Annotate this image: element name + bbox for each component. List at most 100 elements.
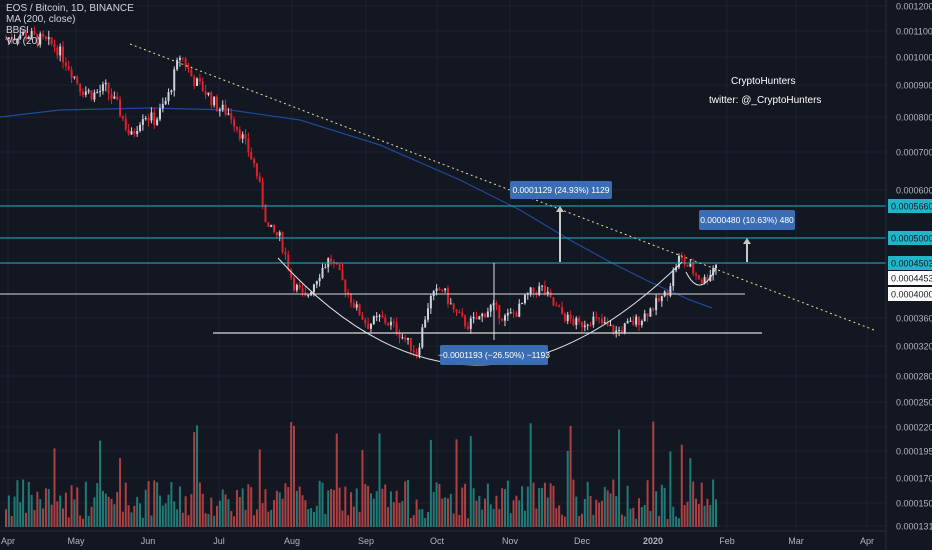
volume-bar <box>535 508 538 527</box>
price-tag <box>888 271 932 285</box>
candle-body <box>652 308 655 311</box>
volume-bar <box>330 488 333 527</box>
candle-body <box>372 316 375 324</box>
candle-body <box>398 333 401 339</box>
candle-body <box>267 222 270 227</box>
candle-body <box>59 46 62 56</box>
candle-body <box>344 279 347 293</box>
candle-body <box>646 313 649 317</box>
candle-body <box>392 321 395 323</box>
volume-bar <box>298 486 301 527</box>
candle-body <box>298 284 301 289</box>
volume-bar <box>700 482 703 527</box>
volume-bar <box>167 494 170 527</box>
volume-bar <box>444 497 447 527</box>
volume-bar <box>350 492 353 527</box>
candle-body <box>16 38 19 40</box>
candle-body <box>361 315 364 320</box>
candle-body <box>19 34 22 39</box>
time-axis: Apr May Jun Jul Aug Sep Oct Nov Dec 2020 Feb Mar Apr <box>0 530 886 546</box>
candle-body <box>469 318 472 329</box>
volume-bar <box>16 480 19 527</box>
volume-bar <box>347 515 350 527</box>
candle-body <box>133 131 136 134</box>
candle-body <box>603 322 606 324</box>
candle-body <box>444 288 447 291</box>
volume-bar <box>435 482 438 527</box>
candle-body <box>675 267 678 271</box>
volume-bar <box>352 506 355 527</box>
x-tick-label: Oct <box>430 536 445 546</box>
candle-body <box>509 312 512 314</box>
volume-bar <box>461 487 464 527</box>
volume-bar <box>458 514 461 527</box>
volume-bar <box>506 480 509 527</box>
candle-body <box>224 104 227 115</box>
volume-bar <box>523 510 526 527</box>
candle-body <box>196 78 199 87</box>
candle-body <box>190 69 193 77</box>
volume-bar <box>586 481 589 527</box>
candle-body <box>578 317 581 322</box>
candle-body <box>438 288 441 291</box>
price-tag-label: 0.0004453 <box>891 274 932 284</box>
volume-bar <box>672 506 675 527</box>
volume-bar <box>292 425 295 527</box>
candle-body <box>221 104 224 110</box>
candle-body <box>657 298 660 302</box>
candle-body <box>486 311 489 318</box>
volume-bar <box>438 484 441 527</box>
volume-bar <box>255 509 258 527</box>
candle-body <box>586 324 589 326</box>
candle-body <box>42 33 45 37</box>
volume-bar <box>273 500 276 527</box>
volume-bar <box>615 496 618 527</box>
volume-bar <box>284 483 287 527</box>
volume-bar <box>424 517 427 527</box>
volume-bar <box>526 486 529 527</box>
candle-body <box>79 83 82 92</box>
candle-body <box>561 307 564 314</box>
measure-label: 0.0000480 (10.63%) 480 <box>700 215 794 225</box>
candle-body <box>113 96 116 99</box>
candle-body <box>70 69 73 78</box>
candle-body <box>592 316 595 325</box>
volume-bar <box>455 439 458 527</box>
candle-body <box>230 113 233 120</box>
candle-body <box>164 101 167 105</box>
volume-bar <box>623 516 626 527</box>
candle-body <box>241 134 244 139</box>
candle-body <box>136 130 139 134</box>
candle-body <box>127 129 130 135</box>
candle-body <box>655 298 658 311</box>
measure-box <box>440 345 548 365</box>
volume-bar <box>44 488 47 527</box>
candle-body <box>176 60 179 70</box>
volume-bar <box>178 486 181 527</box>
volume-bar <box>53 448 56 527</box>
x-tick-label: Jun <box>141 536 156 546</box>
candle-body <box>543 285 546 295</box>
volume-bar <box>418 509 421 527</box>
candle-body <box>301 288 304 293</box>
candle-body <box>295 284 298 291</box>
volume-bar <box>261 503 264 527</box>
candle-body <box>677 255 680 268</box>
volume-bar <box>233 516 236 527</box>
volume-bar <box>87 515 90 527</box>
candle-body <box>233 119 236 127</box>
candle-body <box>338 264 341 270</box>
volume-bar <box>706 498 709 527</box>
candle-body <box>324 267 327 269</box>
candle-body <box>264 204 267 223</box>
candle-body <box>121 115 124 119</box>
candle-body <box>640 320 643 326</box>
volume-bar <box>675 516 678 527</box>
volume-bar <box>683 505 686 527</box>
